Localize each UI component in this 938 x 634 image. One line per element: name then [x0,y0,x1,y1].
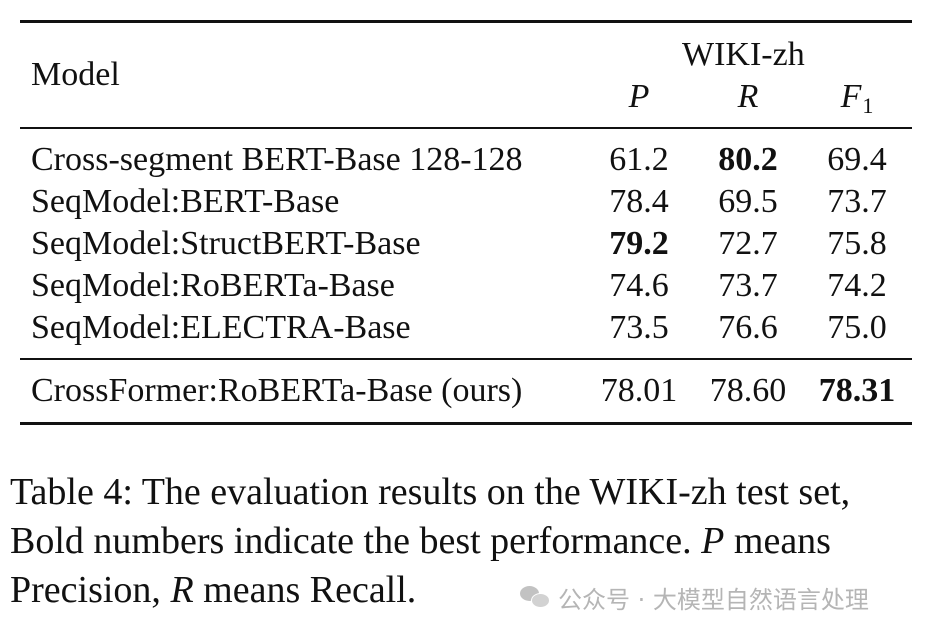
table-cell-p: 61.2 [609,141,669,178]
table-cell-f1: 75.8 [827,225,887,262]
header-col-f1-main: F [840,78,862,115]
table-header-rule [20,127,912,129]
wechat-icon [520,584,550,610]
table-caption: Table 4: The evaluation results on the W… [10,468,930,615]
watermark: 公众号 · 大模型自然语言处理 [520,580,869,614]
table-cell-r: 73.7 [718,267,778,304]
caption-line-2b: means [724,520,831,562]
table-cell-f1: 78.31 [818,372,896,409]
table-row-model: SeqModel:ELECTRA-Base [31,309,411,346]
caption-line-3a: Precision, [10,569,171,611]
table-cell-p: 79.2 [609,225,669,262]
table-row-model: Cross-segment BERT-Base 128-128 [31,141,523,178]
caption-var-p: P [701,520,725,562]
table-row-model: SeqModel:RoBERTa-Base [31,267,395,304]
header-col-f1-sub: 1 [862,93,874,118]
table-row-model: CrossFormer:RoBERTa-Base (ours) [31,372,523,409]
table-row-model: SeqModel:StructBERT-Base [31,225,421,262]
caption-var-r: R [170,569,194,611]
table-cell-r: 76.6 [718,309,778,346]
table-cell-f1: 74.2 [827,267,887,304]
header-col-f1: F1 [802,80,912,117]
table-cell-p: 78.4 [609,183,669,220]
caption-line-2a: Bold numbers indicate the best performan… [10,520,702,562]
table-cell-r: 80.2 [718,141,778,178]
table-cell-p: 73.5 [609,309,669,346]
table-cell-r: 72.7 [718,225,778,262]
table-cell-f1: 75.0 [827,309,887,346]
header-model: Model [31,56,120,93]
caption-line-3b: means Recall. [193,569,417,611]
table-cell-p: 78.01 [600,372,678,409]
header-group-wiki-zh: WIKI-zh [682,36,805,73]
table-ours-rule [20,358,912,360]
table-row-model: SeqModel:BERT-Base [31,183,340,220]
table-cell-f1: 69.4 [827,141,887,178]
table-top-rule [20,20,912,23]
header-col-p: P [628,78,650,115]
table-bottom-rule [20,422,912,425]
caption-line-1: Table 4: The evaluation results on the W… [10,471,851,513]
watermark-text: 公众号 · 大模型自然语言处理 [558,585,869,614]
table-cell-r: 78.60 [709,372,787,409]
table-cell-p: 74.6 [609,267,669,304]
header-col-r: R [737,78,759,115]
table-cell-f1: 73.7 [827,183,887,220]
table-cell-r: 69.5 [718,183,778,220]
